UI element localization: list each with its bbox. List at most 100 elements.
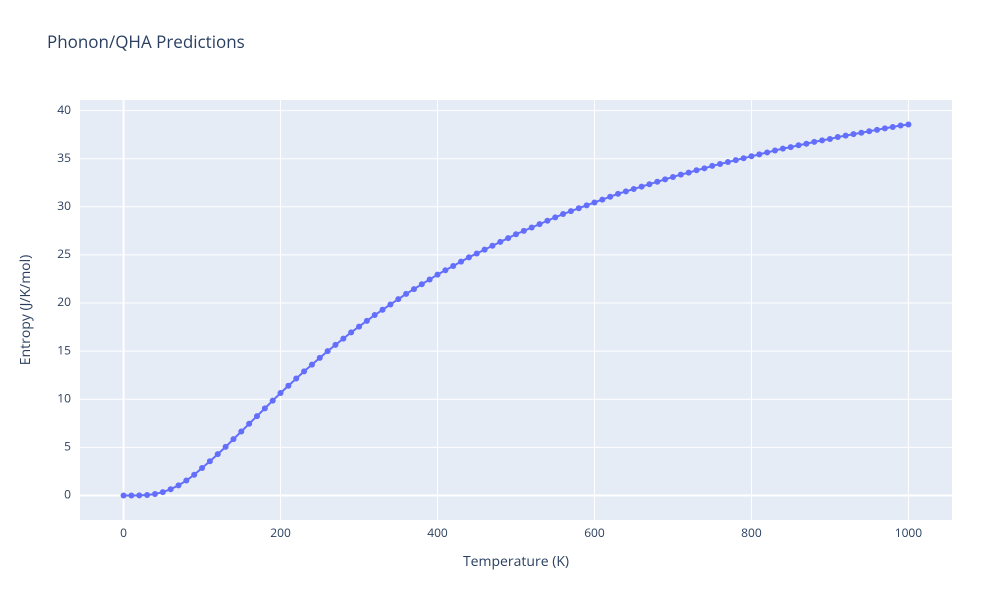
- data-point[interactable]: [199, 465, 205, 471]
- data-point[interactable]: [796, 142, 802, 148]
- data-point[interactable]: [631, 186, 637, 192]
- data-point[interactable]: [678, 172, 684, 178]
- data-point[interactable]: [207, 458, 213, 464]
- data-point[interactable]: [843, 133, 849, 139]
- data-point[interactable]: [160, 489, 166, 495]
- data-point[interactable]: [262, 405, 268, 411]
- data-point[interactable]: [615, 191, 621, 197]
- data-point[interactable]: [450, 263, 456, 269]
- data-point[interactable]: [560, 211, 566, 217]
- data-point[interactable]: [223, 444, 229, 450]
- data-point[interactable]: [285, 383, 291, 389]
- data-point[interactable]: [419, 281, 425, 287]
- data-point[interactable]: [764, 149, 770, 155]
- data-point[interactable]: [317, 355, 323, 361]
- data-point[interactable]: [898, 122, 904, 128]
- data-point[interactable]: [858, 130, 864, 136]
- data-point[interactable]: [505, 235, 511, 241]
- data-point[interactable]: [270, 398, 276, 404]
- data-point[interactable]: [717, 161, 723, 167]
- data-point[interactable]: [756, 151, 762, 157]
- data-point[interactable]: [403, 291, 409, 297]
- data-point[interactable]: [576, 205, 582, 211]
- data-point[interactable]: [772, 148, 778, 154]
- data-point[interactable]: [372, 312, 378, 318]
- data-point[interactable]: [230, 436, 236, 442]
- data-point[interactable]: [803, 141, 809, 147]
- data-point[interactable]: [128, 492, 134, 498]
- data-point[interactable]: [780, 146, 786, 152]
- data-point[interactable]: [293, 376, 299, 382]
- data-point[interactable]: [811, 139, 817, 145]
- data-point[interactable]: [552, 214, 558, 220]
- data-point[interactable]: [701, 165, 707, 171]
- data-point[interactable]: [136, 492, 142, 498]
- data-point[interactable]: [788, 144, 794, 150]
- data-point[interactable]: [168, 486, 174, 492]
- data-point[interactable]: [144, 492, 150, 498]
- data-point[interactable]: [215, 451, 221, 457]
- data-point[interactable]: [686, 170, 692, 176]
- data-point[interactable]: [309, 362, 315, 368]
- data-point[interactable]: [835, 134, 841, 140]
- data-point[interactable]: [639, 184, 645, 190]
- data-point[interactable]: [191, 472, 197, 478]
- data-point[interactable]: [725, 159, 731, 165]
- data-point[interactable]: [466, 254, 472, 260]
- data-point[interactable]: [874, 127, 880, 133]
- data-point[interactable]: [741, 155, 747, 161]
- data-point[interactable]: [246, 421, 252, 427]
- data-point[interactable]: [435, 272, 441, 278]
- data-point[interactable]: [364, 318, 370, 324]
- data-point[interactable]: [890, 124, 896, 130]
- data-point[interactable]: [238, 428, 244, 434]
- data-point[interactable]: [482, 247, 488, 253]
- data-point[interactable]: [474, 250, 480, 256]
- data-point[interactable]: [568, 208, 574, 214]
- data-point[interactable]: [176, 482, 182, 488]
- data-point[interactable]: [513, 231, 519, 237]
- data-point[interactable]: [183, 478, 189, 484]
- data-point[interactable]: [599, 197, 605, 203]
- data-point[interactable]: [850, 131, 856, 137]
- data-point[interactable]: [607, 194, 613, 200]
- data-point[interactable]: [152, 491, 158, 497]
- data-point[interactable]: [356, 324, 362, 330]
- data-point[interactable]: [427, 276, 433, 282]
- data-point[interactable]: [301, 368, 307, 374]
- data-point[interactable]: [442, 267, 448, 273]
- data-point[interactable]: [591, 199, 597, 205]
- data-point[interactable]: [254, 413, 260, 419]
- data-point[interactable]: [623, 188, 629, 194]
- data-point[interactable]: [709, 163, 715, 169]
- data-point[interactable]: [411, 286, 417, 292]
- data-point[interactable]: [380, 307, 386, 313]
- data-point[interactable]: [537, 221, 543, 227]
- data-point[interactable]: [497, 239, 503, 245]
- data-point[interactable]: [827, 136, 833, 142]
- data-point[interactable]: [489, 243, 495, 249]
- data-point[interactable]: [733, 157, 739, 163]
- data-point[interactable]: [529, 224, 535, 230]
- data-point[interactable]: [646, 181, 652, 187]
- data-point[interactable]: [348, 329, 354, 335]
- data-point[interactable]: [882, 125, 888, 131]
- data-point[interactable]: [662, 176, 668, 182]
- data-point[interactable]: [332, 342, 338, 348]
- data-point[interactable]: [340, 336, 346, 342]
- data-point[interactable]: [670, 174, 676, 180]
- data-point[interactable]: [325, 348, 331, 354]
- data-point[interactable]: [694, 167, 700, 173]
- data-point[interactable]: [866, 128, 872, 134]
- data-point[interactable]: [654, 179, 660, 185]
- data-point[interactable]: [387, 301, 393, 307]
- data-point[interactable]: [521, 228, 527, 234]
- data-point[interactable]: [458, 259, 464, 265]
- data-point[interactable]: [905, 122, 911, 128]
- data-point[interactable]: [819, 137, 825, 143]
- data-point[interactable]: [544, 218, 550, 224]
- data-point[interactable]: [121, 492, 127, 498]
- data-point[interactable]: [395, 296, 401, 302]
- data-point[interactable]: [748, 153, 754, 159]
- data-point[interactable]: [584, 202, 590, 208]
